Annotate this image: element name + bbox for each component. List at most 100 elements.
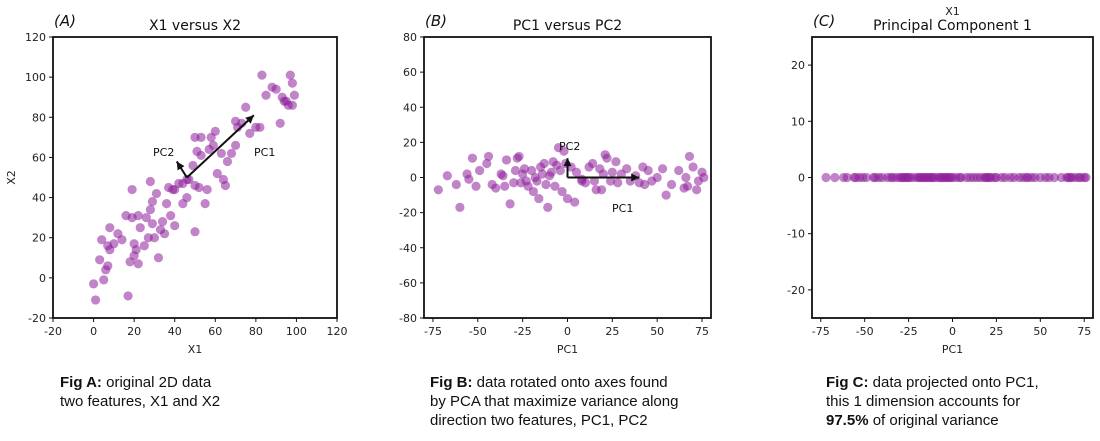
scatter-point xyxy=(133,211,143,221)
scatter-point xyxy=(541,179,551,190)
y-tick-label: 20 xyxy=(791,59,805,72)
pc-arrow-head xyxy=(631,173,640,182)
scatter-point xyxy=(598,169,608,179)
scatter-point xyxy=(652,172,662,183)
caption-a-bold: Fig A: xyxy=(60,374,102,391)
scatter-point xyxy=(91,295,101,305)
chart-title-top: X1 xyxy=(945,5,960,18)
y-axis-label: X2 xyxy=(5,170,18,185)
caption-a-line1: original 2D data xyxy=(101,374,212,391)
scatter-point xyxy=(842,172,852,183)
y-tick-label: 40 xyxy=(403,101,417,114)
y-tick-label: 80 xyxy=(32,111,46,124)
x-tick-label: 25 xyxy=(989,325,1003,338)
x-tick-label: 80 xyxy=(249,325,263,338)
scatter-point xyxy=(613,178,623,188)
pc-arrow-label: PC1 xyxy=(612,202,633,215)
scatter-point xyxy=(97,235,107,245)
x-tick-label: 0 xyxy=(949,325,956,338)
scatter-point xyxy=(190,227,200,237)
scatter-point xyxy=(546,167,556,177)
scatter-point xyxy=(95,255,105,265)
scatter-point xyxy=(666,179,677,190)
scatter-point xyxy=(153,253,164,263)
scatter-point xyxy=(178,198,188,209)
scatter-point xyxy=(145,176,155,187)
scatter-point xyxy=(182,174,192,185)
scatter-point xyxy=(279,96,289,106)
scatter-point xyxy=(133,259,143,269)
caption-b-line2: by PCA that maximize variance along xyxy=(430,393,679,410)
scatter-point xyxy=(692,185,702,195)
scatter-point xyxy=(532,176,542,186)
scatter-point xyxy=(151,188,162,199)
scatter-point xyxy=(681,172,691,183)
caption-c: Fig C: data projected onto PC1, this 1 d… xyxy=(826,373,1039,430)
pc-arrow-label: PC1 xyxy=(254,146,275,159)
scatter-point xyxy=(467,153,478,163)
scatter-point xyxy=(226,148,237,159)
scatter-point xyxy=(127,184,137,195)
x-tick-label: 50 xyxy=(650,325,664,338)
pc-arrow-label: PC2 xyxy=(559,140,580,153)
scatter-point xyxy=(157,217,168,227)
y-tick-label: -20 xyxy=(28,312,46,325)
scatter-point xyxy=(596,185,607,195)
scatter-point xyxy=(188,160,198,171)
y-tick-label: 80 xyxy=(403,31,417,44)
scatter-point xyxy=(141,213,151,223)
caption-c-line1: data projected onto PC1, xyxy=(868,374,1039,391)
scatter-point xyxy=(559,146,569,156)
scatter-point xyxy=(147,196,157,207)
y-tick-label: -20 xyxy=(399,207,417,220)
y-tick-label: 120 xyxy=(25,31,46,44)
scatter-point xyxy=(661,190,671,200)
scatter-point xyxy=(451,179,461,190)
x-axis-label: PC1 xyxy=(557,343,578,356)
scatter-point xyxy=(475,165,485,176)
scatter-point xyxy=(261,90,271,100)
caption-c-line3: of original variance xyxy=(868,412,999,429)
caption-c-line2: this 1 dimension accounts for xyxy=(826,393,1021,410)
x-tick-label: 60 xyxy=(208,325,222,338)
caption-b: Fig B: data rotated onto axes found by P… xyxy=(430,373,678,430)
x-tick-label: 40 xyxy=(168,325,182,338)
scatter-point xyxy=(555,165,565,176)
scatter-point xyxy=(216,148,226,159)
scatter-point xyxy=(607,167,617,177)
scatter-point xyxy=(455,202,465,212)
caption-c-bold: Fig C: xyxy=(826,374,869,391)
scatter-point xyxy=(233,122,243,132)
y-tick-label: 40 xyxy=(32,192,46,205)
scatter-point xyxy=(241,102,251,112)
caption-b-line3: direction two features, PC1, PC2 xyxy=(430,412,648,429)
pc-arrow-line xyxy=(186,114,255,179)
x-tick-label: 75 xyxy=(1077,325,1091,338)
scatter-point xyxy=(550,181,560,191)
y-tick-label: 10 xyxy=(791,115,805,128)
scatter-point xyxy=(200,198,210,209)
scatter-point xyxy=(271,84,281,94)
y-tick-label: 60 xyxy=(32,151,46,164)
scatter-point xyxy=(674,165,684,176)
scatter-point xyxy=(433,185,443,195)
y-tick-label: 100 xyxy=(25,71,46,84)
scatter-point xyxy=(121,211,131,221)
scatter-point xyxy=(527,165,537,176)
scatter-point xyxy=(289,90,299,100)
caption-b-bold: Fig B: xyxy=(430,374,473,391)
x-tick-label: 75 xyxy=(695,325,709,338)
scatter-point xyxy=(129,239,139,249)
scatter-point xyxy=(501,155,512,165)
scatter-point xyxy=(571,167,582,177)
scatter-point xyxy=(611,157,621,167)
scatter-point xyxy=(830,172,840,183)
scatter-point xyxy=(230,140,241,150)
chart-title: Principal Component 1 xyxy=(873,18,1032,34)
scatter-point xyxy=(222,156,233,167)
scatter-point xyxy=(577,176,587,186)
panel-letter: (C) xyxy=(813,12,835,30)
scatter-point xyxy=(589,176,600,186)
scatter-point xyxy=(528,186,539,197)
